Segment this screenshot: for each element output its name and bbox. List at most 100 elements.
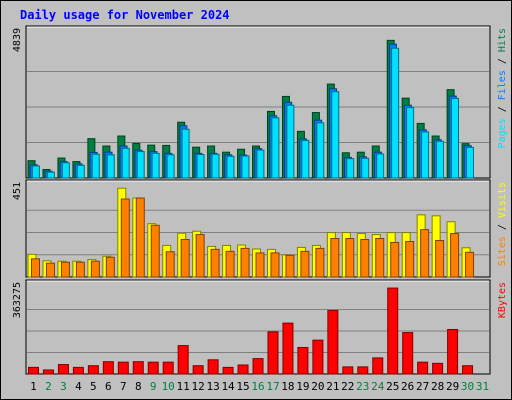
bar-kbytes-day-28 — [432, 362, 444, 375]
legend-item-sites: Sites — [497, 236, 508, 266]
bar-kbytes-day-8 — [132, 361, 144, 375]
x-tick-label-day-11: 11 — [177, 380, 190, 393]
bar-sites-day-27 — [420, 229, 430, 278]
bar-kbytes-day-2 — [42, 369, 54, 375]
bar-sites-day-17 — [270, 252, 280, 278]
bar-kbytes-day-11 — [177, 345, 189, 375]
bar-pages-day-2 — [46, 171, 55, 179]
panel-2: 451 Sites / Visits — [12, 179, 508, 278]
x-tick-label-day-4: 4 — [75, 380, 82, 393]
bar-kbytes-day-26 — [402, 332, 414, 375]
bar-sites-day-3 — [60, 261, 70, 278]
bar-pages-day-13 — [211, 153, 220, 179]
x-tick-label-day-27: 27 — [416, 380, 429, 393]
x-tick-label-day-5: 5 — [90, 380, 97, 393]
bar-sites-day-28 — [435, 239, 445, 278]
x-tick-label-day-29: 29 — [446, 380, 459, 393]
bar-kbytes-day-6 — [102, 361, 114, 375]
bar-kbytes-day-9 — [147, 361, 159, 375]
bar-pages-day-26 — [406, 107, 415, 179]
y-max-label: 363275 — [12, 282, 23, 318]
y-max-label: 4839 — [12, 28, 23, 52]
x-tick-label-day-21: 21 — [326, 380, 339, 393]
bar-pages-day-28 — [436, 140, 445, 179]
series-legend: KBytes — [497, 282, 508, 318]
bar-kbytes-day-14 — [222, 366, 234, 375]
bar-sites-day-11 — [180, 239, 190, 278]
bar-pages-day-19 — [301, 139, 310, 179]
bar-pages-day-27 — [421, 131, 430, 179]
panel-3: 363275 KBytes — [12, 279, 508, 375]
legend-item-visits: Visits — [497, 182, 508, 218]
bar-pages-day-12 — [196, 154, 205, 179]
y-max-label: 451 — [12, 182, 23, 200]
x-tick-label-day-6: 6 — [105, 380, 112, 393]
bar-sites-day-20 — [315, 247, 325, 278]
bar-sites-day-7 — [120, 198, 130, 278]
x-tick-label-day-19: 19 — [296, 380, 309, 393]
bar-sites-day-30 — [465, 251, 475, 278]
x-tick-label-day-15: 15 — [236, 380, 249, 393]
bar-sites-day-13 — [210, 248, 220, 278]
bar-sites-day-8 — [135, 197, 145, 278]
bar-kbytes-day-4 — [72, 366, 84, 375]
x-tick-label-day-8: 8 — [135, 380, 142, 393]
chart-title: Daily usage for November 2024 — [20, 8, 230, 22]
bar-sites-day-5 — [90, 260, 100, 278]
legend-sep: / — [497, 52, 508, 70]
series-legend: Sites / Visits — [497, 182, 508, 266]
x-tick-label-day-13: 13 — [206, 380, 219, 393]
legend-sep: / — [497, 100, 508, 118]
bar-kbytes-day-30 — [462, 365, 474, 375]
x-tick-label-day-26: 26 — [401, 380, 414, 393]
bar-kbytes-day-25 — [387, 287, 399, 375]
bar-pages-day-17 — [271, 117, 280, 179]
x-tick-label-day-18: 18 — [281, 380, 294, 393]
bar-sites-day-14 — [225, 250, 235, 278]
bar-pages-day-22 — [346, 158, 355, 179]
bar-pages-day-9 — [151, 152, 160, 179]
bar-kbytes-day-27 — [417, 361, 429, 375]
bar-pages-day-16 — [256, 149, 265, 179]
bar-kbytes-day-21 — [327, 310, 339, 375]
bar-sites-day-25 — [390, 241, 400, 278]
bar-pages-day-14 — [226, 155, 235, 179]
bar-kbytes-day-13 — [207, 359, 219, 375]
bar-kbytes-day-10 — [162, 361, 174, 375]
bar-sites-day-10 — [165, 251, 175, 278]
bar-kbytes-day-12 — [192, 365, 204, 375]
bar-pages-day-29 — [450, 97, 459, 179]
bar-kbytes-day-5 — [87, 365, 99, 375]
bar-sites-day-23 — [360, 239, 370, 278]
bar-kbytes-day-15 — [237, 364, 249, 375]
bar-pages-day-18 — [286, 104, 295, 179]
bar-kbytes-day-29 — [447, 328, 459, 375]
bar-sites-day-19 — [300, 250, 310, 278]
bar-sites-day-22 — [345, 238, 355, 278]
x-tick-label-day-2: 2 — [45, 380, 52, 393]
bar-pages-day-5 — [91, 153, 100, 179]
bar-kbytes-day-20 — [312, 339, 324, 375]
bar-sites-day-2 — [45, 262, 55, 278]
x-tick-label-day-14: 14 — [221, 380, 235, 393]
x-tick-label-day-20: 20 — [311, 380, 324, 393]
bar-kbytes-day-18 — [282, 322, 294, 375]
bar-pages-day-4 — [76, 164, 85, 179]
bar-sites-day-1 — [31, 258, 40, 278]
bar-sites-day-24 — [375, 238, 385, 278]
bar-kbytes-day-19 — [297, 346, 309, 375]
legend-item-kbytes: KBytes — [497, 282, 508, 318]
bar-pages-day-11 — [181, 128, 190, 179]
x-tick-label-day-30: 30 — [461, 380, 474, 393]
x-tick-label-day-12: 12 — [192, 380, 205, 393]
bar-kbytes-day-7 — [117, 361, 129, 375]
bar-pages-day-8 — [136, 151, 145, 179]
bar-pages-day-30 — [465, 146, 474, 179]
x-tick-label-day-23: 23 — [356, 380, 369, 393]
bar-kbytes-day-1 — [28, 366, 39, 375]
bar-kbytes-day-16 — [252, 358, 264, 375]
legend-item-hits: Hits — [497, 28, 508, 52]
x-tick-label-day-24: 24 — [371, 380, 385, 393]
bar-kbytes-day-23 — [357, 366, 369, 375]
